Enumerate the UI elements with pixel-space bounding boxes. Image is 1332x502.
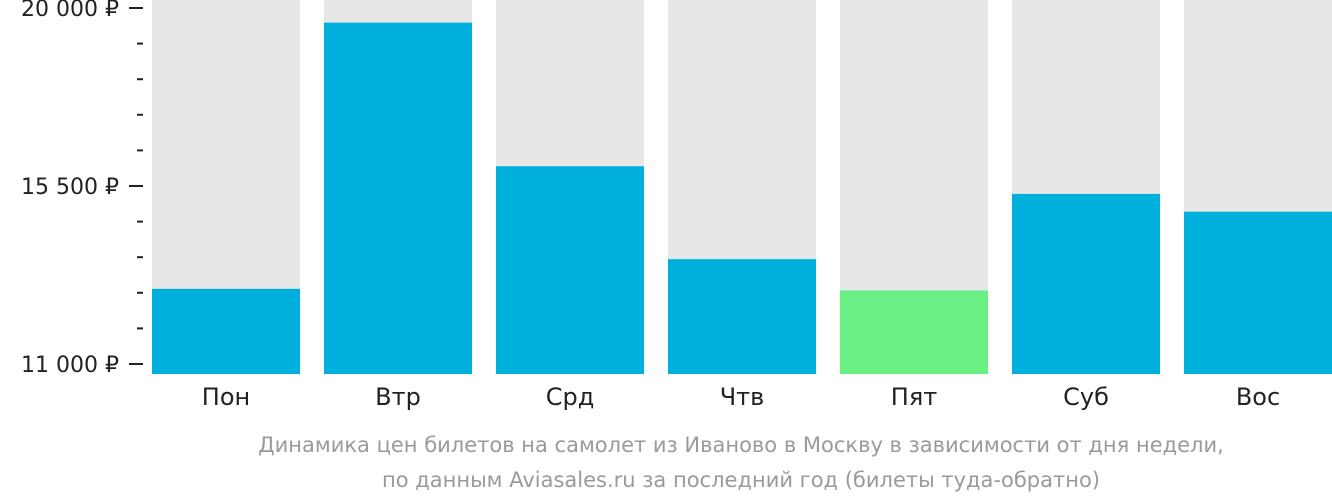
y-tick-label-0: 20 000 ₽ [21,0,119,22]
bar-0 [152,288,300,374]
bar-4 [840,290,988,374]
bar-1 [324,22,472,374]
bar-3 [668,259,816,374]
y-axis: 20 000 ₽ 15 500 ₽ 11 000 ₽ [21,0,143,378]
x-axis-labels: Пон Втр Срд Чтв Пят Суб Вос [202,383,1280,411]
x-tick-label-5: Суб [1063,383,1109,411]
chart-caption-line-1: Динамика цен билетов на самолет из Ивано… [258,433,1224,457]
bar-5 [1012,193,1160,374]
data-bars [152,22,1332,374]
bar-6 [1184,211,1332,374]
x-tick-label-0: Пон [202,383,250,411]
y-tick-label-1: 15 500 ₽ [21,175,119,200]
chart-caption-line-2: по данным Aviasales.ru за последний год … [382,468,1100,492]
x-tick-label-2: Срд [546,383,595,411]
y-tick-label-2: 11 000 ₽ [21,353,119,378]
bar-2 [496,166,644,374]
x-tick-label-1: Втр [375,383,421,411]
x-tick-label-6: Вос [1236,383,1280,411]
x-tick-label-4: Пят [891,383,937,411]
x-tick-label-3: Чтв [720,383,765,411]
